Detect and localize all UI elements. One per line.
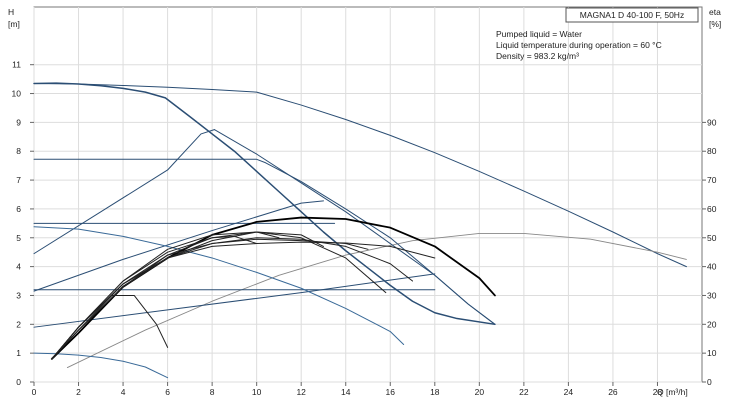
- x-tick-label: 10: [252, 387, 262, 397]
- series-proportional-high-line: [33, 129, 215, 255]
- y-right-tick-label: 0: [707, 377, 712, 387]
- series-twin-max: [33, 82, 687, 268]
- y-right-tick-label: 40: [707, 262, 717, 272]
- y-left-tick-label: 1: [16, 348, 21, 358]
- y-left-tick-label: 10: [12, 89, 22, 99]
- series-group: [33, 82, 687, 379]
- y-right-tick-label: 50: [707, 233, 717, 243]
- x-tick-label: 12: [296, 387, 306, 397]
- y-right-tick-label: 80: [707, 146, 717, 156]
- series-eta-6: [51, 294, 169, 360]
- y-right-tick-label: 70: [707, 175, 717, 185]
- y-left-tick-label: 9: [16, 117, 21, 127]
- y-left-tick-label: 4: [16, 262, 21, 272]
- x-axis-label: Q [m³/h]: [657, 387, 688, 397]
- series-twin-eta: [66, 232, 687, 369]
- series-proportional-high-drop: [213, 129, 496, 325]
- x-tick-label: 4: [121, 387, 126, 397]
- plot-border: [33, 6, 703, 383]
- y-right-tick-label: 30: [707, 290, 717, 300]
- x-tick-label: 14: [341, 387, 351, 397]
- x-tick-label: 0: [32, 387, 37, 397]
- y-right-tick-label: 90: [707, 117, 717, 127]
- series-eta-7: [51, 235, 258, 360]
- plot-frame: [33, 6, 703, 383]
- y-left-tick-label: 3: [16, 290, 21, 300]
- series-proportional-low-line: [33, 273, 436, 328]
- x-tick-label: 28: [653, 387, 663, 397]
- x-tick-label: 18: [430, 387, 440, 397]
- axis-group: [30, 64, 706, 386]
- y-left-axis-label: H: [8, 7, 14, 17]
- y-right-axis-label: eta: [709, 7, 721, 17]
- x-tick-label: 2: [76, 387, 81, 397]
- text-group: 0 2 4 6 8 10 12 14 16 18 20 22 24 26 28012345678910110…: [8, 7, 721, 397]
- y-left-tick-label: 0: [16, 377, 21, 387]
- series-eta-9: [51, 231, 324, 360]
- y-right-axis-unit: [%]: [709, 19, 721, 29]
- x-tick-label: 20: [475, 387, 485, 397]
- x-tick-label: 8: [210, 387, 215, 397]
- series-proportional-mid-line: [33, 200, 324, 292]
- series-max-curve: [33, 82, 496, 326]
- x-tick-label: 22: [519, 387, 529, 397]
- y-left-tick-label: 7: [16, 175, 21, 185]
- x-tick-label: 6: [165, 387, 170, 397]
- annotation-line: Density = 983.2 kg/m³: [496, 51, 579, 61]
- chart-title: MAGNA1 D 40-100 F, 50Hz: [580, 10, 684, 20]
- x-tick-label: 24: [564, 387, 574, 397]
- y-left-tick-label: 11: [12, 60, 21, 70]
- title-box: [565, 7, 699, 23]
- y-right-tick-label: 20: [707, 319, 717, 329]
- series-eta-2: [51, 237, 414, 360]
- y-left-axis-unit: [m]: [8, 19, 20, 29]
- y-left-tick-label: 5: [16, 233, 21, 243]
- annotation-line: Liquid temperature during operation = 60…: [496, 40, 662, 50]
- y-left-tick-label: 2: [16, 319, 21, 329]
- y-left-tick-label: 6: [16, 204, 21, 214]
- y-right-tick-label: 10: [707, 348, 717, 358]
- x-tick-label: 26: [608, 387, 618, 397]
- y-left-tick-label: 8: [16, 146, 21, 156]
- series-autoadapt-curve: [33, 226, 405, 345]
- x-tick-label: 16: [386, 387, 396, 397]
- annotation-line: Pumped liquid = Water: [496, 29, 582, 39]
- y-right-tick-label: 60: [707, 204, 717, 214]
